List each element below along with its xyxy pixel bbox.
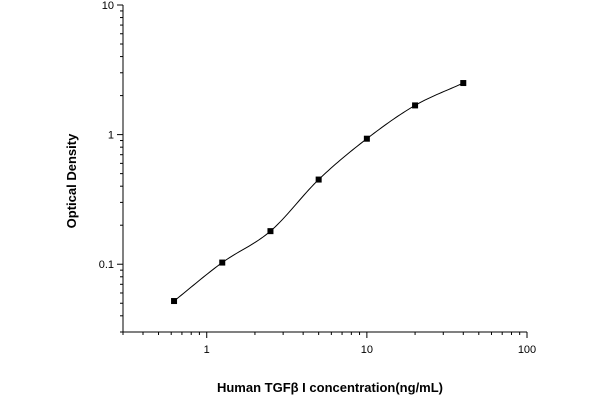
fit-curve-layer — [173, 82, 464, 302]
y-axis-title: Optical Density — [64, 133, 79, 228]
axes: 1 10 100 0.1 1 10 — [99, 0, 536, 356]
data-point — [412, 102, 419, 109]
data-point — [219, 259, 226, 266]
data-point — [267, 228, 274, 235]
data-points — [171, 80, 467, 305]
y-tick-label: 10 — [102, 0, 114, 12]
x-tick-label: 1 — [204, 344, 210, 356]
x-tick-label: 10 — [361, 344, 373, 356]
data-point — [171, 298, 178, 305]
fit-curve — [173, 82, 464, 302]
x-axis-title: Human TGFβ I concentration(ng/mL) — [217, 380, 443, 395]
data-point — [363, 135, 370, 142]
data-point — [460, 80, 467, 87]
data-point — [315, 176, 322, 183]
y-tick-label: 1 — [108, 130, 114, 142]
y-tick-label: 0.1 — [99, 259, 114, 271]
x-tick-label: 100 — [518, 344, 536, 356]
